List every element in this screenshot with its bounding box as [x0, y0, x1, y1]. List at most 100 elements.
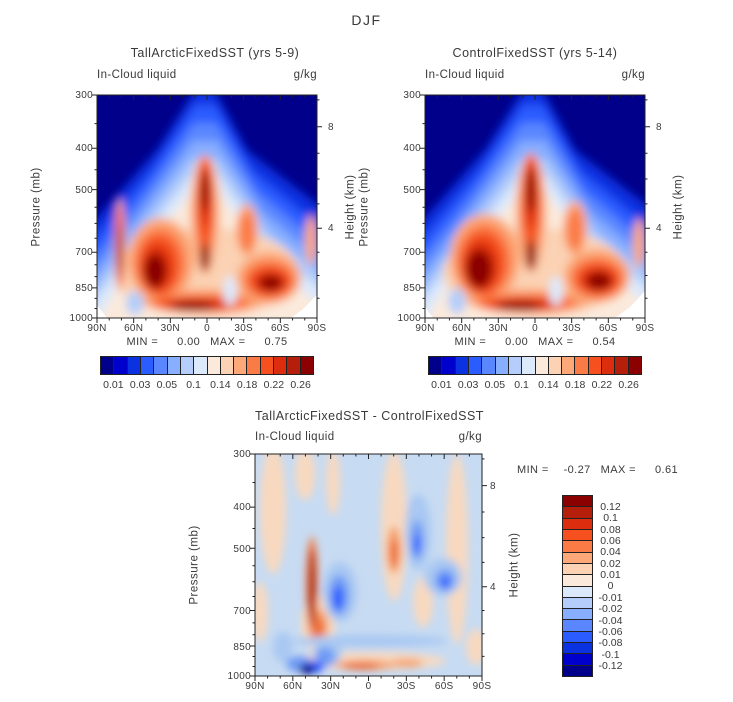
colorbar-cell	[563, 518, 592, 530]
colorbar-cell	[114, 357, 128, 374]
minmax-diff: MIN = -0.27 MAX = 0.61	[500, 464, 695, 476]
colorbar-cell	[563, 552, 592, 564]
colorbar-cell	[522, 357, 536, 374]
min-value: 0.00	[177, 336, 201, 348]
colorbar-label: 0.12	[600, 501, 621, 513]
max-value: 0.61	[654, 464, 678, 476]
colorbar-label: 0.22	[263, 379, 285, 391]
lat-tick: 0	[204, 323, 210, 334]
max-label: MAX =	[210, 336, 246, 348]
panel-right-subtitle: In-Cloud liquid g/kg	[425, 69, 645, 81]
colorbar-cell	[495, 357, 509, 374]
pressure-tick: 300	[233, 449, 251, 460]
colorbar-label: 0.01	[431, 379, 452, 391]
colorbar-label: -0.12	[598, 660, 623, 672]
colorbar-cell	[194, 357, 208, 374]
colorbar-label: -0.06	[598, 626, 623, 638]
colorbar-cell	[260, 357, 275, 374]
colorbar-cell	[588, 357, 603, 374]
units-label: g/kg	[458, 431, 482, 443]
colorbar-cell	[563, 586, 592, 598]
lat-tick: 60S	[270, 323, 290, 334]
lat-tick: 60N	[124, 323, 144, 334]
colorbar-label: 0.01	[600, 569, 621, 581]
colorbar-right	[428, 356, 642, 375]
colorbar-diff	[562, 495, 593, 677]
colorbar-label: 0.18	[236, 379, 258, 391]
colorbar-cell	[207, 357, 221, 374]
colorbar-label: 0.05	[484, 379, 506, 391]
units-label: g/kg	[293, 69, 317, 81]
pressure-tick: 850	[403, 283, 421, 294]
panel-left-title: TallArcticFixedSST (yrs 5-9)	[130, 46, 300, 60]
max-value: 0.54	[592, 336, 616, 348]
colorbar-label: 0.14	[538, 379, 559, 391]
pressure-tick: 400	[403, 143, 421, 154]
colorbar-cell	[140, 357, 155, 374]
colorbar-cell	[287, 357, 301, 374]
colorbar-label: 0.1	[514, 379, 529, 391]
pressure-tick: 500	[403, 185, 421, 196]
colorbar-cell	[563, 620, 592, 632]
min-label: MIN =	[126, 336, 159, 348]
colorbar-left	[100, 356, 314, 375]
height-axis-label: Height (km)	[672, 174, 684, 239]
colorbar-label: 0.18	[564, 379, 586, 391]
height-tick: 8	[490, 481, 496, 492]
minmax-right: MIN = 0.00 MAX = 0.54	[425, 336, 645, 348]
field-label: In-Cloud liquid	[425, 69, 505, 81]
colorbar-cell	[562, 357, 576, 374]
lat-tick: 90S	[307, 323, 327, 334]
pressure-tick: 500	[75, 185, 93, 196]
units-label: g/kg	[621, 69, 645, 81]
colorbar-cell	[615, 357, 629, 374]
pressure-tick: 500	[233, 544, 251, 555]
colorbar-cell	[563, 507, 592, 519]
colorbar-cell	[468, 357, 483, 374]
lat-tick: 30N	[321, 681, 341, 692]
colorbar-label: 0.01	[103, 379, 124, 391]
colorbar-cell	[535, 357, 549, 374]
pressure-tick: 400	[75, 143, 93, 154]
colorbar-label: 0.06	[600, 535, 621, 547]
height-tick: 4	[328, 223, 334, 234]
pressure-tick: 700	[75, 247, 93, 258]
pressure-tick: 850	[75, 283, 93, 294]
lat-tick: 60N	[283, 681, 303, 692]
pressure-tick: 850	[233, 642, 251, 653]
pressure-axis-label: Pressure (mb)	[31, 166, 44, 247]
height-tick: 4	[490, 582, 496, 593]
contour-plot-right	[420, 94, 650, 323]
pressure-tick: 1000	[227, 671, 251, 682]
colorbar-cell	[154, 357, 168, 374]
colorbar-cell	[563, 643, 592, 655]
colorbar-cell	[563, 654, 592, 666]
colorbar-label: 0.22	[591, 379, 613, 391]
height-tick: 8	[328, 122, 334, 133]
colorbar-cell	[234, 357, 248, 374]
colorbar-label: 0.03	[129, 379, 151, 391]
height-tick: 8	[656, 122, 662, 133]
colorbar-cell	[563, 529, 592, 542]
field-label: In-Cloud liquid	[97, 69, 177, 81]
colorbar-cell	[220, 357, 235, 374]
lat-tick: 60N	[452, 323, 472, 334]
season-title: DJF	[351, 12, 382, 28]
lat-tick: 30N	[160, 323, 180, 334]
colorbar-label: 0.1	[603, 512, 618, 524]
colorbar-cell	[563, 597, 592, 610]
lat-tick: 90S	[472, 681, 492, 692]
pressure-tick: 1000	[69, 313, 93, 324]
colorbar-label: 0.26	[290, 379, 311, 391]
colorbar-cell	[274, 357, 288, 374]
colorbar-label: -0.02	[598, 603, 623, 615]
lat-tick: 30N	[488, 323, 508, 334]
colorbar-label: 0.1	[186, 379, 201, 391]
min-label: MIN =	[454, 336, 487, 348]
pressure-tick: 300	[75, 90, 93, 101]
height-tick: 4	[656, 223, 662, 234]
colorbar-cell	[127, 357, 141, 374]
colorbar-label: -0.01	[598, 592, 623, 604]
panel-diff-subtitle: In-Cloud liquid g/kg	[255, 431, 482, 443]
colorbar-label: 0.14	[210, 379, 231, 391]
